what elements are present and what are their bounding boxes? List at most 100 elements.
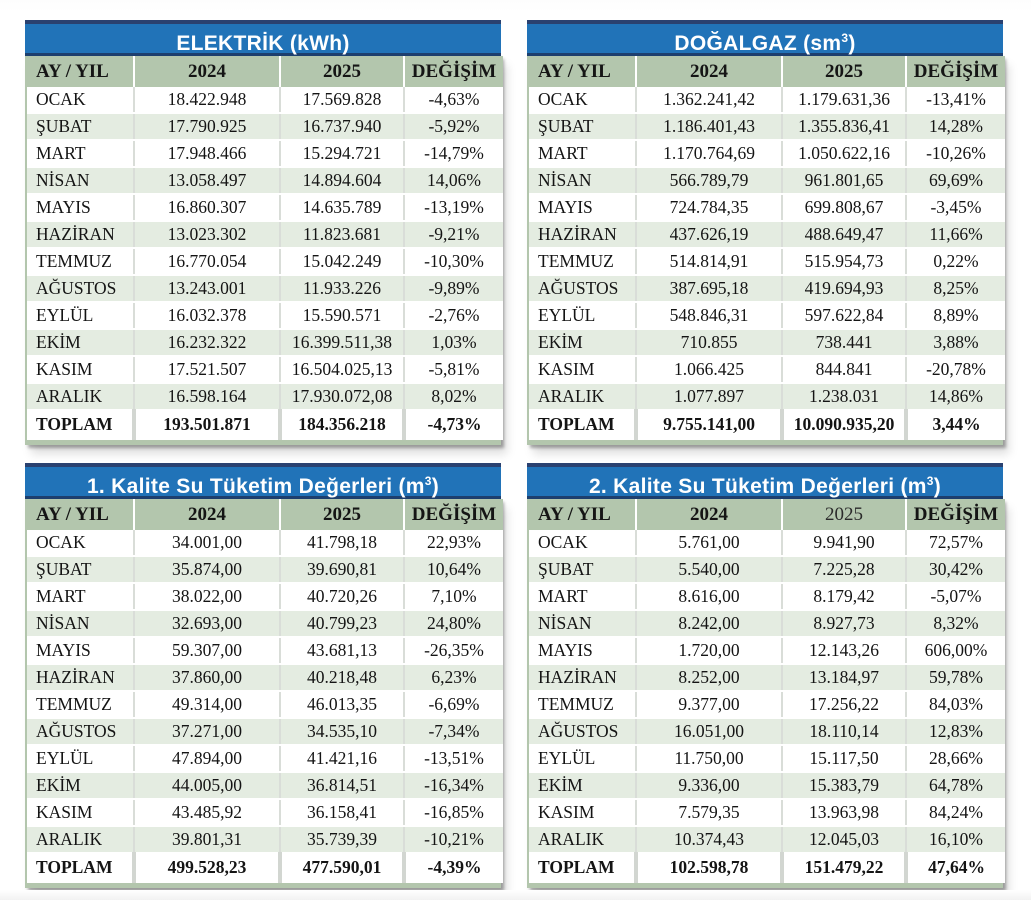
month-cell: EYLÜL <box>27 302 135 330</box>
table-row: MAYIS 724.784,35 699.808,67 -3,45% <box>529 194 1005 222</box>
value-cell: 1.362.241,42 <box>636 87 783 114</box>
value-cell: 16.770.054 <box>134 248 281 276</box>
table-row: OCAK 18.422.948 17.569.828 -4,63% <box>27 87 503 114</box>
table-row: KASIM 7.579,35 13.963,98 84,24% <box>529 799 1005 827</box>
table-title-text: 2. Kalite Su Tüketim Değerleri (m <box>588 475 927 498</box>
value-cell: 8.927,73 <box>782 610 907 638</box>
value-cell: 37.860,00 <box>134 664 281 692</box>
value-cell: 28,66% <box>906 745 1005 773</box>
total-value-cell: -4,73% <box>404 409 503 440</box>
value-cell: 8,32% <box>906 610 1005 638</box>
value-cell: 514.814,91 <box>636 248 783 276</box>
value-cell: -2,76% <box>404 302 503 330</box>
value-cell: 15.294.721 <box>280 140 405 168</box>
value-cell: 9.336,00 <box>636 772 783 800</box>
value-cell: 41.798,18 <box>280 530 405 557</box>
value-cell: 40.218,48 <box>280 664 405 692</box>
table-row: NİSAN 32.693,00 40.799,23 24,80% <box>27 610 503 638</box>
value-cell: 36.158,41 <box>280 799 405 827</box>
value-cell: 16.232.322 <box>134 329 281 357</box>
value-cell: 34.001,00 <box>134 530 281 557</box>
table-row: AĞUSTOS 387.695,18 419.694,93 8,25% <box>529 275 1005 303</box>
value-cell: -3,45% <box>906 194 1005 222</box>
month-cell: AĞUSTOS <box>529 275 637 303</box>
header-row: AY / YIL 2024 2025 DEĞİŞİM <box>27 56 503 87</box>
value-cell: 59,78% <box>906 664 1005 692</box>
total-row: TOPLAM 193.501.871 184.356.218 -4,73% <box>27 409 503 440</box>
table-row: ARALIK 10.374,43 12.045,03 16,10% <box>529 826 1005 854</box>
table-row: MAYIS 1.720,00 12.143,26 606,00% <box>529 637 1005 665</box>
total-value-cell: -4,39% <box>404 852 503 883</box>
value-cell: 488.649,47 <box>782 221 907 249</box>
table-title-close: ) <box>933 475 942 498</box>
table-row: MART 17.948.466 15.294.721 -14,79% <box>27 140 503 168</box>
table-title-superscript: 3 <box>926 474 934 488</box>
value-cell: 419.694,93 <box>782 275 907 303</box>
table-title: 1. Kalite Su Tüketim Değerleri (m3) <box>25 463 501 499</box>
column-header-3: DEĞİŞİM <box>906 499 1005 530</box>
value-cell: 64,78% <box>906 772 1005 800</box>
month-cell: EKİM <box>27 772 135 800</box>
value-cell: 44.005,00 <box>134 772 281 800</box>
total-value-cell: 47,64% <box>906 852 1005 883</box>
value-cell: 16.860.307 <box>134 194 281 222</box>
table-row: HAZİRAN 437.626,19 488.649,47 11,66% <box>529 221 1005 249</box>
value-cell: 16.737.940 <box>280 113 405 141</box>
value-cell: -16,34% <box>404 772 503 800</box>
month-cell: AĞUSTOS <box>27 275 135 303</box>
value-cell: 35.874,00 <box>134 556 281 584</box>
header-row: AY / YIL 2024 2025 DEĞİŞİM <box>529 499 1005 530</box>
value-cell: 387.695,18 <box>636 275 783 303</box>
total-value-cell: 9.755.141,00 <box>636 409 784 440</box>
value-cell: 515.954,73 <box>782 248 907 276</box>
column-header-3: DEĞİŞİM <box>906 56 1005 87</box>
value-cell: -10,21% <box>404 826 503 854</box>
table-row: AĞUSTOS 16.051,00 18.110,14 12,83% <box>529 718 1005 746</box>
value-cell: 36.814,51 <box>280 772 405 800</box>
value-cell: 1.077.897 <box>636 383 783 411</box>
value-cell: 0,22% <box>906 248 1005 276</box>
value-cell: -14,79% <box>404 140 503 168</box>
table-title: DOĞALGAZ (sm3) <box>527 20 1003 56</box>
value-cell: 17.569.828 <box>280 87 405 114</box>
table-row: EKİM 44.005,00 36.814,51 -16,34% <box>27 772 503 800</box>
value-cell: 59.307,00 <box>134 637 281 665</box>
value-cell: 13.243.001 <box>134 275 281 303</box>
value-cell: 18.110,14 <box>782 718 907 746</box>
value-cell: -5,92% <box>404 113 503 141</box>
table-row: EYLÜL 47.894,00 41.421,16 -13,51% <box>27 745 503 773</box>
table-row: TEMMUZ 16.770.054 15.042.249 -10,30% <box>27 248 503 276</box>
table-title-close: ) <box>431 475 440 498</box>
value-cell: -4,63% <box>404 87 503 114</box>
month-cell: EYLÜL <box>27 745 135 773</box>
month-cell: HAZİRAN <box>27 664 135 692</box>
value-cell: 15.383,79 <box>782 772 907 800</box>
table-title-text: ELEKTRİK (kWh) <box>176 32 350 55</box>
column-header-3: DEĞİŞİM <box>404 499 503 530</box>
value-cell: -9,89% <box>404 275 503 303</box>
value-cell: -13,41% <box>906 87 1005 114</box>
value-cell: 9.941,90 <box>782 530 907 557</box>
value-cell: 46.013,35 <box>280 691 405 719</box>
value-cell: 597.622,84 <box>782 302 907 330</box>
value-cell: 39.801,31 <box>134 826 281 854</box>
value-cell: 15.590.571 <box>280 302 405 330</box>
value-cell: 72,57% <box>906 530 1005 557</box>
column-header-1: 2024 <box>636 56 783 87</box>
column-header-1: 2024 <box>134 56 281 87</box>
table-title-close: ) <box>848 32 856 55</box>
month-cell: MART <box>27 140 135 168</box>
value-cell: 37.271,00 <box>134 718 281 746</box>
month-cell: TEMMUZ <box>27 248 135 276</box>
table-row: HAZİRAN 13.023.302 11.823.681 -9,21% <box>27 221 503 249</box>
value-cell: 11.823.681 <box>280 221 405 249</box>
table-row: KASIM 43.485,92 36.158,41 -16,85% <box>27 799 503 827</box>
value-cell: 3,88% <box>906 329 1005 357</box>
month-cell: KASIM <box>529 799 637 827</box>
month-cell: AĞUSTOS <box>27 718 135 746</box>
value-cell: -5,07% <box>906 583 1005 611</box>
value-cell: 7.579,35 <box>636 799 783 827</box>
total-row: TOPLAM 102.598,78 151.479,22 47,64% <box>529 852 1005 883</box>
